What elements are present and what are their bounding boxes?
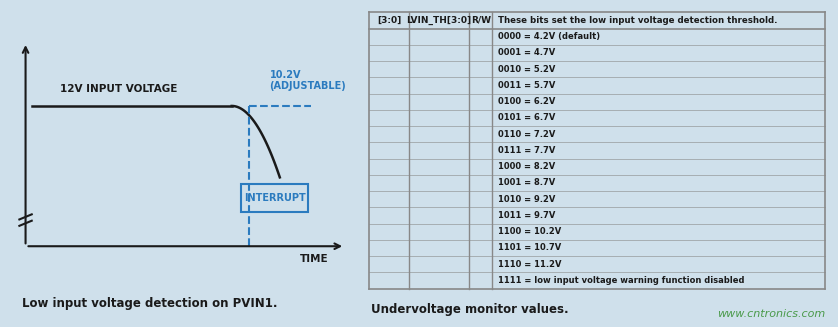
Text: 1000 = 8.2V: 1000 = 8.2V (498, 162, 556, 171)
Text: 0011 = 5.7V: 0011 = 5.7V (498, 81, 556, 90)
Bar (241, 184, 308, 212)
Text: TIME: TIME (300, 254, 328, 264)
Text: [3:0]: [3:0] (377, 16, 401, 25)
Text: 1111 = low input voltage warning function disabled: 1111 = low input voltage warning functio… (498, 276, 744, 285)
Text: 0111 = 7.7V: 0111 = 7.7V (498, 146, 556, 155)
Text: Undervoltage monitor values.: Undervoltage monitor values. (371, 302, 569, 316)
Text: 1110 = 11.2V: 1110 = 11.2V (498, 260, 561, 269)
Text: www.cntronics.com: www.cntronics.com (717, 309, 825, 319)
Text: 1010 = 9.2V: 1010 = 9.2V (498, 195, 556, 204)
Text: 0110 = 7.2V: 0110 = 7.2V (498, 130, 556, 139)
Text: LVIN_TH[3:0]: LVIN_TH[3:0] (406, 16, 472, 25)
Text: 0101 = 6.7V: 0101 = 6.7V (498, 113, 556, 122)
Text: Low input voltage detection on PVIN1.: Low input voltage detection on PVIN1. (23, 297, 278, 310)
Text: 1101 = 10.7V: 1101 = 10.7V (498, 243, 561, 252)
Text: These bits set the low input voltage detection threshold.: These bits set the low input voltage det… (498, 16, 778, 25)
Text: 1001 = 8.7V: 1001 = 8.7V (498, 179, 556, 187)
Text: INTERRUPT: INTERRUPT (244, 193, 306, 203)
Text: 0010 = 5.2V: 0010 = 5.2V (498, 65, 556, 74)
Text: 1011 = 9.7V: 1011 = 9.7V (498, 211, 556, 220)
Text: 10.2V
(ADJUSTABLE): 10.2V (ADJUSTABLE) (270, 70, 346, 91)
Text: 0100 = 6.2V: 0100 = 6.2V (498, 97, 556, 106)
Text: 12V INPUT VOLTAGE: 12V INPUT VOLTAGE (59, 84, 177, 95)
Text: 0001 = 4.7V: 0001 = 4.7V (498, 48, 556, 58)
Text: 0000 = 4.2V (default): 0000 = 4.2V (default) (498, 32, 600, 41)
Text: 1100 = 10.2V: 1100 = 10.2V (498, 227, 561, 236)
Text: R/W: R/W (471, 16, 491, 25)
